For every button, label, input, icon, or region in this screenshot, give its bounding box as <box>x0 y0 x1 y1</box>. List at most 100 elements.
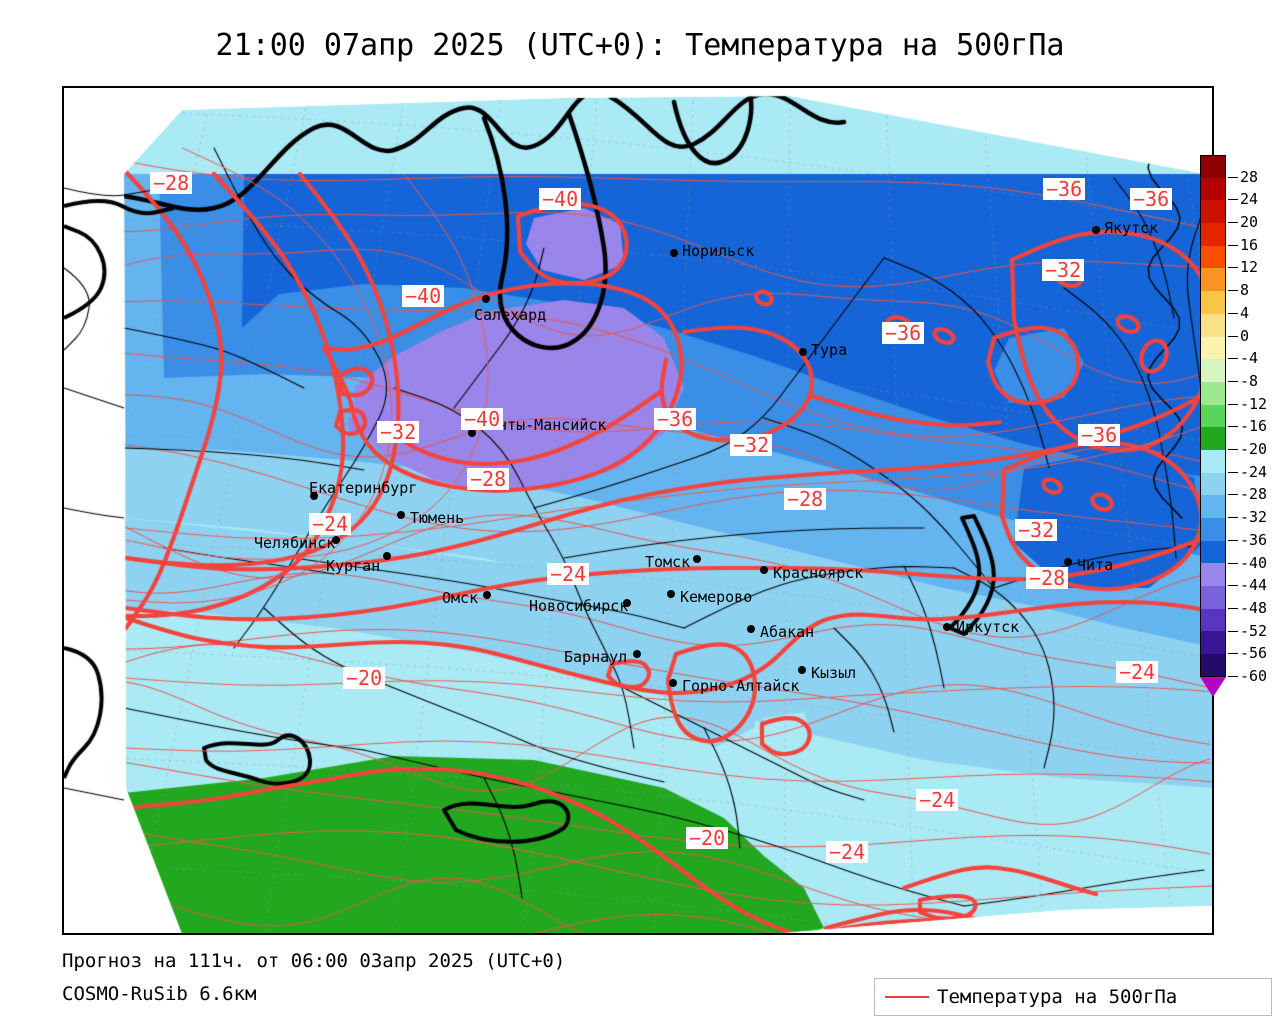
contour-label: −36 <box>654 408 697 430</box>
colorbar-segment <box>1200 291 1226 314</box>
contour-label: −32 <box>377 421 420 443</box>
contour-label: −24 <box>826 841 869 863</box>
colorbar-tick: -12 <box>1228 396 1280 411</box>
map-raster <box>64 88 1212 933</box>
colorbar-tick: -44 <box>1228 578 1280 593</box>
colorbar-segment <box>1200 586 1226 609</box>
legend-line-swatch <box>885 996 929 998</box>
colorbar-tick: -24 <box>1228 464 1280 479</box>
city-dot <box>670 249 678 257</box>
contour-label: −20 <box>686 827 729 849</box>
colorbar-tick: -8 <box>1228 373 1280 388</box>
colorbar-segment <box>1200 177 1226 201</box>
city-dot <box>747 625 755 633</box>
colorbar-segment <box>1200 427 1226 450</box>
contour-label: −40 <box>539 188 582 210</box>
colorbar-tick: -48 <box>1228 600 1280 615</box>
colorbar-segment <box>1200 381 1226 405</box>
city-dot <box>798 666 806 674</box>
colorbar-tick-labels: 28 24 20 16 12 8 4 0 -4 -8 -12 -16 -20 -24 -28 -32 -36 -4… <box>1228 155 1280 695</box>
colorbar-tick: -56 <box>1228 646 1280 661</box>
city-label: Иркутск <box>956 618 1020 636</box>
colorbar-segment <box>1200 268 1226 292</box>
city-dot <box>1092 226 1100 234</box>
colorbar-segment <box>1200 404 1226 428</box>
contour-label: −36 <box>1130 188 1173 210</box>
city-label: Абакан <box>760 623 815 641</box>
city-dot <box>633 650 641 658</box>
city-label: Кызыл <box>811 664 857 682</box>
colorbar-tick: -60 <box>1228 669 1280 684</box>
city-label: Новосибирск <box>529 597 629 615</box>
city-label: Красноярск <box>773 564 864 582</box>
colorbar-tick: 20 <box>1228 215 1280 230</box>
city-dot <box>943 623 951 631</box>
city-dot <box>383 552 391 560</box>
contour-label: −32 <box>1015 519 1058 541</box>
contour-label: −24 <box>1116 661 1159 683</box>
colorbar-tick: -52 <box>1228 623 1280 638</box>
colorbar-segment <box>1200 608 1226 632</box>
colorbar-segment <box>1200 449 1226 473</box>
colorbar-segment <box>1200 495 1226 518</box>
contour-label: −28 <box>784 488 827 510</box>
contour-label: −40 <box>402 285 445 307</box>
forecast-info-line: Прогноз на 111ч. от 06:00 03апр 2025 (UT… <box>62 950 566 972</box>
colorbar-segment <box>1200 563 1226 587</box>
colorbar-segment <box>1200 223 1226 246</box>
city-label: Чита <box>1077 556 1114 574</box>
colorbar-tick: 0 <box>1228 328 1280 343</box>
colorbar-segment <box>1200 540 1226 564</box>
colorbar-tick: -16 <box>1228 419 1280 434</box>
contour-label: −36 <box>1078 424 1121 446</box>
city-label: Тура <box>811 341 848 359</box>
colorbar-tick: 8 <box>1228 283 1280 298</box>
city-label: Норильск <box>682 242 755 260</box>
city-dot <box>623 599 631 607</box>
contour-label: −36 <box>1043 178 1086 200</box>
city-dot <box>1064 558 1072 566</box>
colorbar-segment <box>1200 631 1226 655</box>
city-label: Курган <box>326 557 381 575</box>
colorbar-tick: -40 <box>1228 555 1280 570</box>
colorbar-segment <box>1200 518 1226 541</box>
colorbar[interactable] <box>1200 155 1226 677</box>
contour-label: −20 <box>343 667 386 689</box>
city-label: Тюмень <box>410 509 465 527</box>
colorbar-segment <box>1200 155 1226 178</box>
city-dot <box>310 492 318 500</box>
colorbar-tick: 24 <box>1228 192 1280 207</box>
contour-label: −28 <box>467 468 510 490</box>
city-label: Челябинск <box>254 534 336 552</box>
colorbar-segment <box>1200 200 1226 224</box>
city-label: Томск <box>645 553 691 571</box>
contour-label: −28 <box>1026 567 1069 589</box>
colorbar-tick: 4 <box>1228 305 1280 320</box>
contour-label: −24 <box>916 789 959 811</box>
city-dot <box>397 511 405 519</box>
colorbar-tick: -36 <box>1228 532 1280 547</box>
city-label: Салехард <box>474 306 547 324</box>
colorbar-under-arrow <box>1200 677 1226 697</box>
city-dot <box>482 295 490 303</box>
city-dot <box>799 348 807 356</box>
city-dot <box>669 679 677 687</box>
city-dot <box>667 590 675 598</box>
contour-label: −24 <box>547 563 590 585</box>
city-dot <box>468 429 476 437</box>
contour-label: −28 <box>150 172 193 194</box>
city-label: Якутск <box>1104 219 1159 237</box>
map-plot-area[interactable]: Норильск Салехард Тура Якутск Ханты-Мансийск… <box>62 86 1214 935</box>
colorbar-segment <box>1200 472 1226 496</box>
colorbar-tick: 12 <box>1228 260 1280 275</box>
colorbar-segment <box>1200 654 1226 677</box>
city-dot <box>760 566 768 574</box>
colorbar-tick: 28 <box>1228 169 1280 184</box>
contour-label: −32 <box>1042 259 1085 281</box>
city-label: Омск <box>442 589 479 607</box>
city-label: Ханты-Мансийск <box>480 416 607 434</box>
model-info-line: COSMO-RuSib 6.6км <box>62 983 257 1005</box>
colorbar-tick: -32 <box>1228 510 1280 525</box>
city-dot <box>332 536 340 544</box>
